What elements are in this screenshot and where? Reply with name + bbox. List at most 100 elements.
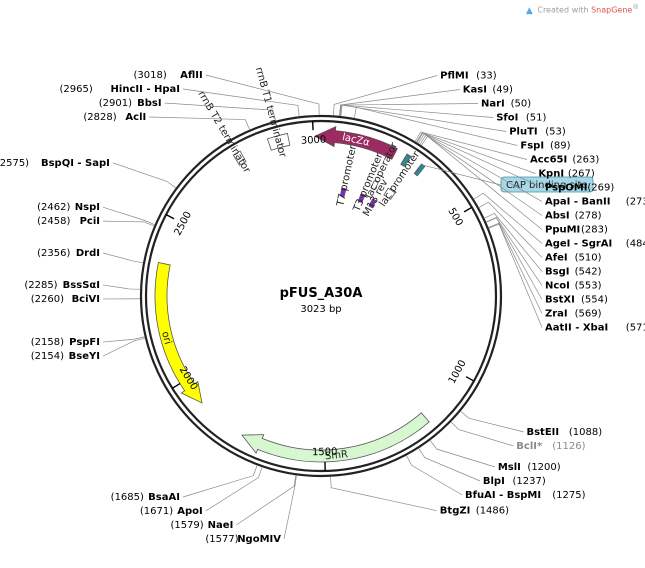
site-name: BfuAI - BspMI [465, 490, 541, 501]
feature-shape[interactable] [339, 187, 347, 198]
site-nspi[interactable]: NspI (2462) [37, 202, 155, 226]
site-drdi[interactable]: DrdI (2356) [37, 248, 144, 264]
site-acc65i[interactable]: Acc65I (263) [414, 131, 599, 166]
site-name: BciVI [72, 294, 100, 305]
site-position: (1486) [476, 506, 509, 517]
feature-shape[interactable] [314, 125, 398, 160]
site-leader [205, 467, 263, 512]
site-position: (1200) [527, 462, 560, 473]
feature-shape[interactable] [368, 198, 377, 209]
site-pcii[interactable]: PciI (2458) [37, 216, 155, 227]
site-position: (1671) [140, 506, 173, 517]
credit-mark: ® [632, 3, 639, 11]
site-leader [102, 336, 145, 343]
site-apoi[interactable]: ApoI (1671) [140, 467, 263, 517]
site-bsteii[interactable]: BstEII (1088) [460, 411, 603, 438]
site-pluti[interactable]: PluTI (53) [340, 104, 566, 138]
cap-callout-box[interactable] [500, 176, 594, 193]
site-name: BtgZI [440, 506, 471, 517]
site-blpi[interactable]: BlpI (1237) [418, 448, 546, 487]
site-position: (2462) [37, 202, 70, 213]
site-pfl[interactable]: PflMI (33) [333, 71, 497, 116]
site-position: (278) [575, 211, 602, 222]
site-name: Acc65I [530, 155, 567, 166]
site-bseyi[interactable]: BseYI (2154) [31, 337, 146, 362]
site-leader [406, 455, 463, 496]
site-msli[interactable]: MslI (1200) [429, 440, 561, 473]
site-position: (269) [587, 183, 614, 194]
feature-rrnbt1[interactable]: rrnB T1 terminator [253, 66, 291, 160]
site-name: AbsI [545, 211, 570, 222]
site-ncoi[interactable]: NcoI (553) [486, 217, 602, 292]
site-hinc2[interactable]: HincII - HpaI (2965) [59, 84, 300, 117]
plasmid-name: pFUS_A30A [280, 286, 363, 301]
site-position: (1088) [569, 427, 602, 438]
feature-shape[interactable] [241, 412, 430, 463]
site-bsssai[interactable]: BssSαI (2285) [24, 280, 141, 291]
site-apai[interactable]: ApaI - BanII (273) [417, 133, 645, 208]
site-bcivi[interactable]: BciVI (2260) [31, 294, 141, 305]
site-name: AgeI - SgrAI [545, 239, 612, 250]
feature-cap[interactable]: CAP binding site [413, 163, 594, 193]
feature-shape[interactable] [266, 132, 291, 151]
site-position: (1275) [552, 490, 585, 501]
site-leader [340, 104, 507, 132]
site-bspqi[interactable]: BspQI - SapI (2575) [0, 158, 176, 189]
site-fspi[interactable]: FspI (89) [353, 106, 571, 152]
site-bsgi[interactable]: BsgI (542) [484, 213, 602, 278]
site-sfoi[interactable]: SfoI (51) [339, 104, 547, 124]
site-bfuai[interactable]: BfuAI - BspMI (1275) [406, 455, 586, 501]
feature-smr[interactable]: SmR [241, 412, 430, 463]
site-btgzi[interactable]: BtgZI (1486) [330, 476, 510, 517]
site-position: (2901) [99, 98, 132, 109]
feature-cap2[interactable] [400, 153, 412, 168]
feature-shape[interactable] [357, 193, 366, 204]
site-ppumi[interactable]: PpuMI (283) [421, 135, 608, 236]
site-name: NarI [481, 99, 505, 110]
credit-prefix: Created with [537, 5, 589, 15]
site-psp[interactable]: PspOMI (269) [416, 132, 614, 194]
site-name: NspI [75, 202, 100, 213]
site-leader [330, 476, 437, 512]
feature-shape[interactable] [232, 150, 247, 166]
site-position: (267) [568, 169, 595, 180]
site-leader [488, 222, 543, 314]
site-aatii[interactable]: AatII - XbaI (571) [488, 223, 645, 334]
site-leader [339, 104, 494, 118]
site-bsaai[interactable]: BsaAI (1685) [111, 465, 258, 503]
site-position: (2154) [31, 351, 64, 362]
site-zrai[interactable]: ZraI (569) [488, 222, 602, 320]
site-position: (2260) [31, 294, 64, 305]
site-kpni[interactable]: KpnI (267) [416, 132, 595, 180]
site-leader [460, 411, 524, 433]
site-position: (2356) [37, 248, 70, 259]
site-naei[interactable]: NaeI (1579) [170, 475, 297, 531]
site-afl2[interactable]: AflII (3018) [133, 70, 320, 116]
feature-shape[interactable] [383, 187, 396, 200]
site-bbsi[interactable]: BbsI (2901) [99, 98, 276, 121]
site-bcli[interactable]: BclI* (1126) [450, 421, 586, 452]
site-absi[interactable]: AbsI (278) [419, 134, 602, 222]
site-afei[interactable]: AfeI (510) [478, 201, 602, 264]
feature-shape[interactable] [154, 262, 203, 404]
site-leader [416, 132, 543, 188]
site-position: (51) [526, 113, 547, 124]
feature-lacz[interactable]: lacZα [314, 125, 398, 160]
site-name: BlpI [483, 476, 505, 487]
site-acli[interactable]: AclI (2828) [83, 112, 250, 130]
site-bstxi[interactable]: BstXI (554) [486, 217, 608, 306]
feature-shape[interactable] [413, 163, 426, 177]
site-nari[interactable]: NarI (50) [339, 99, 531, 117]
site-leader [333, 75, 438, 116]
feature-shape[interactable] [400, 153, 412, 168]
site-name: BseYI [69, 351, 100, 362]
site-position: (484) [626, 239, 645, 250]
feature-shape[interactable] [370, 180, 379, 191]
site-leader [450, 421, 514, 447]
site-pspfi[interactable]: PspFI (2158) [31, 336, 145, 348]
feature-ori[interactable]: ori [154, 262, 203, 404]
site-ngomiv[interactable]: NgoMIV(1577) [205, 475, 297, 545]
site-kasi[interactable]: KasI (49) [339, 85, 513, 116]
site-agei[interactable]: AgeI - SgrAI (484) [473, 192, 645, 250]
site-leader [102, 206, 155, 226]
